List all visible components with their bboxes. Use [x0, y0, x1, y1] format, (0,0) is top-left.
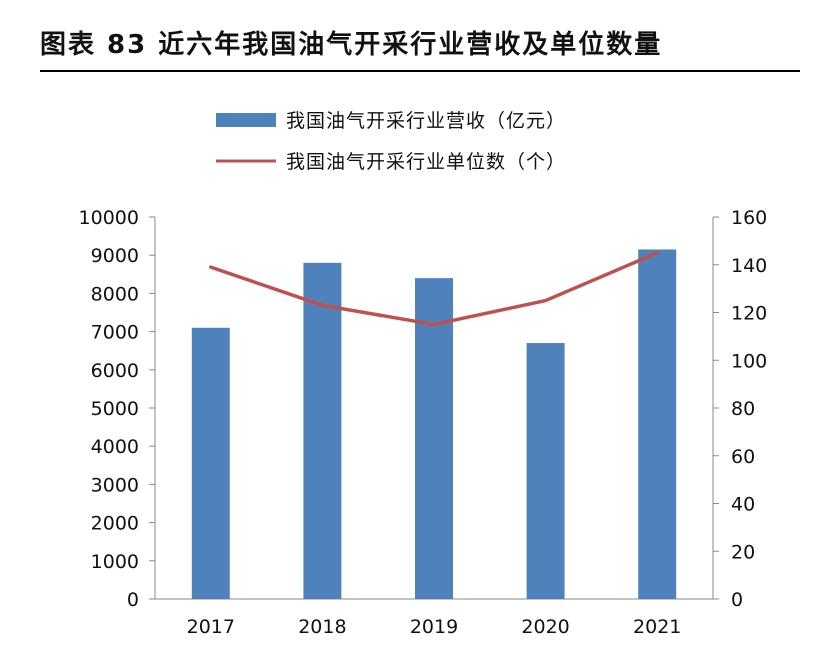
title-rule: [40, 70, 800, 72]
bar-2017: [191, 327, 230, 599]
left-tick-label: 6000: [91, 360, 139, 382]
right-tick-label: 140: [731, 255, 767, 277]
left-tick-label: 2000: [91, 513, 139, 535]
right-tick-label: 60: [731, 446, 755, 468]
legend-bar-label: 我国油气开采行业营收（亿元）: [286, 110, 566, 132]
right-tick-label: 0: [731, 589, 743, 611]
right-tick-label: 160: [731, 207, 767, 229]
right-tick-label: 20: [731, 541, 755, 563]
bar-2020: [526, 343, 565, 599]
figure-title: 图表 83 近六年我国油气开采行业营收及单位数量: [40, 30, 663, 60]
left-tick-label: 8000: [91, 283, 139, 305]
bar-2019: [415, 278, 453, 599]
right-tick-label: 40: [731, 494, 755, 516]
right-ticks: 0 20 40 60 80 100 120 140 160: [713, 207, 767, 611]
left-tick-label: 7000: [91, 322, 139, 344]
x-tick-label: 2018: [298, 616, 346, 638]
bar-2018: [303, 262, 342, 599]
x-labels: 2017 2018 2019 2020 2021: [187, 616, 682, 638]
x-tick-label: 2021: [633, 616, 681, 638]
right-tick-label: 120: [731, 303, 767, 325]
x-tick-label: 2019: [410, 616, 458, 638]
left-tick-label: 4000: [91, 436, 139, 458]
x-tick-label: 2017: [187, 616, 235, 638]
right-tick-label: 80: [731, 398, 755, 420]
legend: 我国油气开采行业营收（亿元） 我国油气开采行业单位数（个）: [216, 110, 566, 173]
x-tick-label: 2020: [521, 616, 569, 638]
left-tick-label: 0: [127, 589, 139, 611]
left-tick-label: 5000: [91, 398, 139, 420]
left-tick-label: 9000: [91, 245, 139, 267]
bar-2021: [638, 249, 677, 599]
left-tick-label: 3000: [91, 474, 139, 496]
left-tick-label: 1000: [91, 551, 139, 573]
line-series: [209, 251, 659, 327]
left-ticks: 0 1000 2000 3000 4000 5000 6000 7000 8000 9000 100…: [79, 207, 155, 611]
legend-bar-swatch: [216, 113, 276, 127]
right-tick-label: 100: [731, 350, 767, 372]
bars: [191, 249, 677, 599]
legend-line-label: 我国油气开采行业单位数（个）: [286, 151, 566, 173]
left-tick-label: 10000: [79, 207, 139, 229]
